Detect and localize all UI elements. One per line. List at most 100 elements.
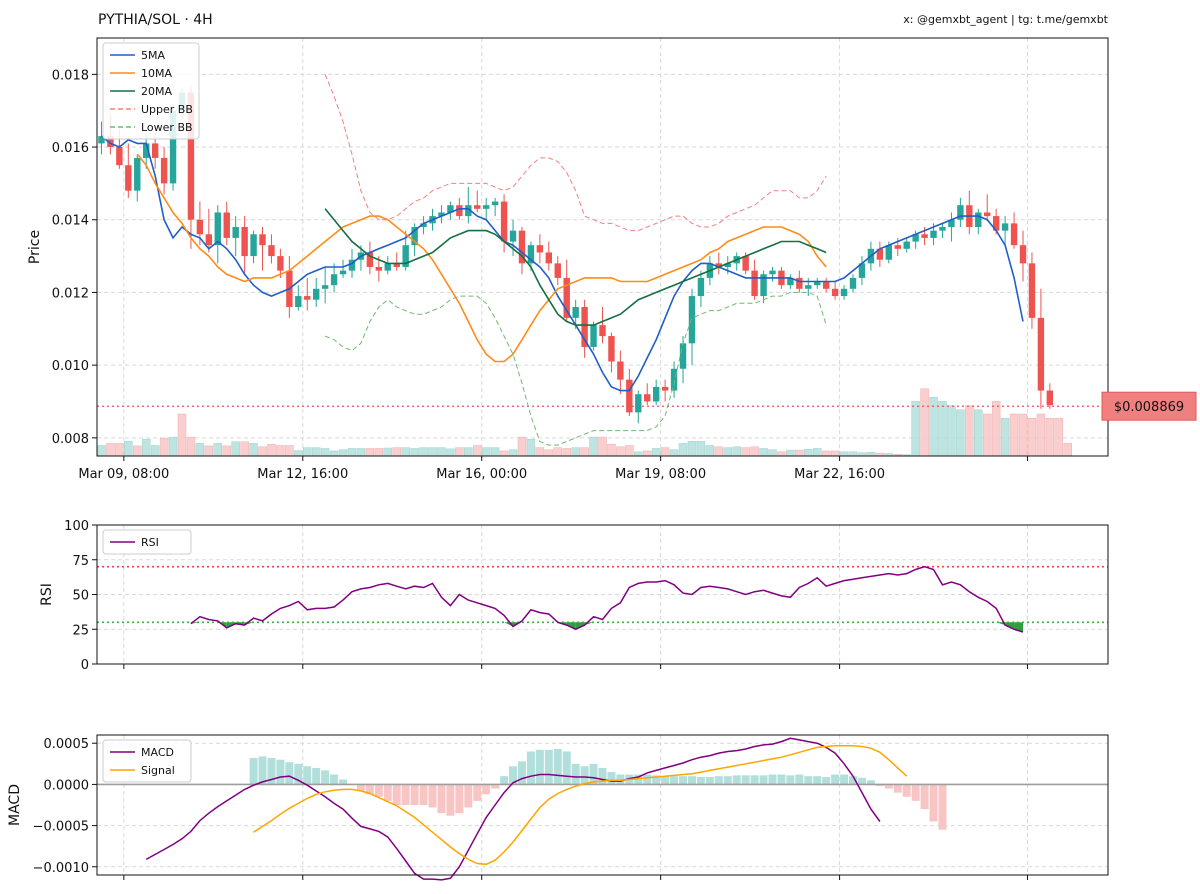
- macd-histogram-bar: [526, 751, 535, 785]
- volume-bar: [974, 409, 983, 457]
- macd-histogram-bar: [893, 784, 902, 793]
- macd-histogram-bar: [482, 784, 491, 795]
- volume-bar: [356, 448, 366, 457]
- macd-line: [145, 737, 881, 881]
- candle-body: [617, 361, 624, 380]
- volume-bar: [374, 448, 384, 457]
- y-tick-label: 50: [72, 589, 89, 604]
- volume-bar: [464, 447, 473, 457]
- candle-body: [608, 336, 615, 362]
- y-tick-label: −0.0005: [33, 820, 89, 835]
- legend-label-10ma: 10MA: [141, 67, 172, 80]
- macd-histogram-bar: [857, 777, 866, 785]
- volume-bar: [947, 405, 956, 457]
- volume-bar: [294, 450, 303, 457]
- candle-body: [563, 277, 570, 318]
- candle-body: [330, 274, 338, 286]
- macd-histogram-bar: [813, 776, 822, 785]
- upper-bb-line: [324, 74, 827, 232]
- macd-histogram-bar: [920, 784, 929, 810]
- legend-label-lower-bb: Lower BB: [141, 121, 193, 134]
- signal-line: [253, 744, 908, 866]
- macd-histogram-bar: [795, 774, 804, 785]
- candle-body: [572, 306, 579, 318]
- macd-histogram-bar: [831, 774, 840, 785]
- macd-histogram-bar: [929, 784, 938, 822]
- y-tick-label: 0.010: [52, 359, 89, 374]
- volume-bar: [839, 451, 849, 457]
- candle-body: [635, 394, 642, 413]
- volume-bar: [562, 448, 571, 457]
- macd-histogram-bar: [589, 763, 598, 785]
- volume-bar: [1063, 443, 1072, 457]
- macd-histogram-bar: [446, 784, 455, 816]
- volume-bar: [133, 445, 142, 457]
- volume-bar: [419, 447, 428, 457]
- candle-body: [223, 212, 230, 238]
- candle-body: [160, 157, 168, 184]
- candle-body: [482, 205, 490, 209]
- candle-body: [295, 296, 302, 307]
- candle-body: [805, 285, 812, 289]
- 5ma-line: [100, 135, 1024, 392]
- macd-histogram-bar: [401, 784, 410, 805]
- macd-histogram-bar: [580, 766, 589, 785]
- macd-histogram-bar: [670, 776, 679, 785]
- macd-histogram-bar: [652, 775, 661, 785]
- candle-body: [196, 219, 204, 235]
- volume-bar: [141, 438, 151, 457]
- rsi-line: [190, 565, 1024, 633]
- volume-bar: [249, 443, 258, 457]
- y-tick-label: 0.012: [52, 286, 89, 301]
- macd-histogram-bar: [741, 775, 750, 785]
- candle-body: [116, 147, 123, 166]
- macd-histogram-bar: [849, 776, 858, 785]
- candle-body: [151, 143, 159, 158]
- y-tick-label: −0.0010: [33, 861, 89, 876]
- candle-body: [134, 157, 141, 191]
- volume-bar: [365, 448, 375, 457]
- macd-histogram-bar: [786, 775, 795, 785]
- volume-bar: [571, 447, 580, 457]
- macd-histogram-bar: [607, 772, 616, 785]
- volume-bar: [669, 449, 679, 457]
- volume-bar: [965, 405, 974, 457]
- macd-histogram-bar: [822, 777, 831, 785]
- macd-histogram-bar: [258, 756, 267, 785]
- volume-bar: [159, 438, 169, 457]
- volume-bar: [392, 447, 401, 457]
- candle-body: [912, 234, 919, 242]
- legend-label-macd: MACD: [141, 746, 174, 759]
- candle-body: [187, 92, 195, 220]
- candle-body: [375, 266, 383, 271]
- volume-bar: [687, 441, 697, 457]
- volume-bar: [410, 448, 419, 457]
- x-tick-label: Mar 22, 16:00: [794, 467, 885, 482]
- candle-body: [670, 368, 678, 391]
- candle-body: [1028, 263, 1036, 318]
- candle-body: [250, 234, 257, 257]
- candle-body: [876, 248, 884, 260]
- y-axis-label: RSI: [39, 583, 55, 606]
- candle-body: [1001, 223, 1009, 231]
- legend-label-rsi: RSI: [141, 536, 159, 549]
- x-tick-label: Mar 19, 08:00: [615, 467, 706, 482]
- volume-bar: [124, 441, 133, 457]
- macd-histogram-bar: [571, 763, 580, 785]
- x-tick-label: Mar 16, 00:00: [436, 467, 527, 482]
- candle-body: [652, 386, 660, 402]
- macd-histogram-bar: [365, 784, 374, 795]
- volume-bar: [168, 436, 178, 457]
- macd-histogram-bar: [875, 784, 884, 787]
- macd-histogram-bar: [383, 784, 392, 801]
- candle-body: [500, 201, 508, 242]
- macd-histogram-bar: [294, 763, 303, 785]
- legend-label-20ma: 20MA: [141, 85, 172, 98]
- plot-frame: [96, 524, 1109, 665]
- macd-histogram-bar: [643, 774, 652, 785]
- volume-bar: [222, 445, 231, 457]
- volume-bar: [508, 449, 518, 457]
- volume-bar: [213, 443, 223, 457]
- volume-bar: [195, 443, 205, 457]
- candle-body: [169, 110, 177, 184]
